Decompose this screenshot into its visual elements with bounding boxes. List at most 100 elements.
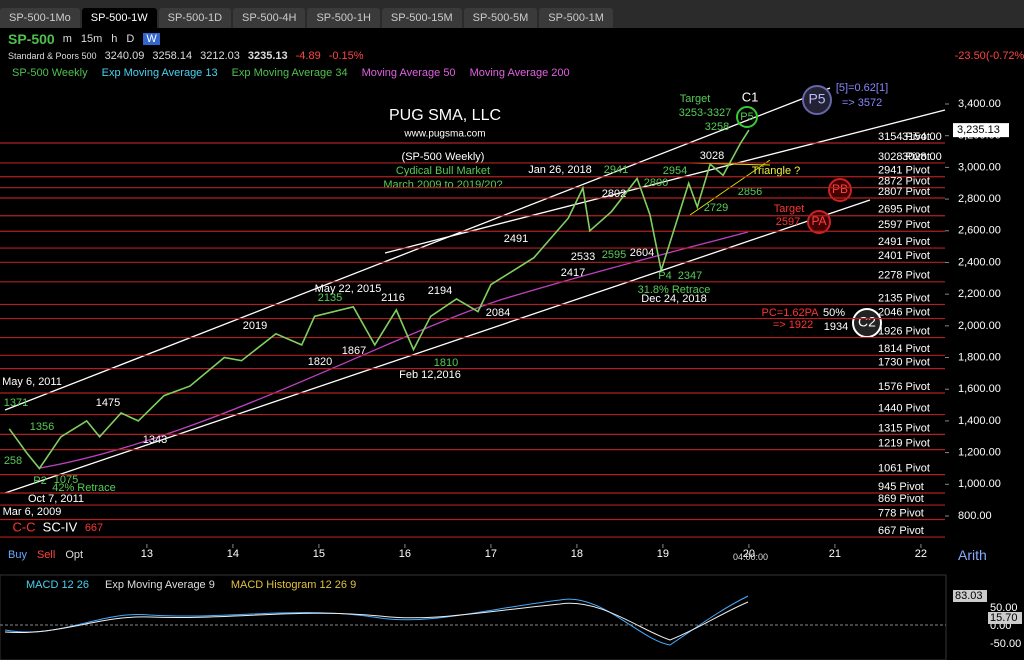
tab[interactable]: SP-500-1Mo <box>0 8 80 28</box>
pivot-label: 2046 Pivot <box>878 306 930 318</box>
annotation: 3028 <box>700 150 724 162</box>
annotation: PUG SMA, LLC <box>389 107 501 124</box>
interval[interactable]: D <box>126 33 135 45</box>
symbol[interactable]: SP-500 <box>8 31 55 47</box>
macd-legend-item[interactable]: MACD Histogram 12 26 9 <box>230 579 357 591</box>
pivot-label: 1926 Pivot <box>878 325 930 337</box>
channel-upper <box>4 87 831 411</box>
macd-box <box>953 590 987 602</box>
low: 3212.03 <box>200 50 240 62</box>
macd-box <box>988 612 1022 624</box>
annotation: C2 <box>858 314 876 330</box>
tab[interactable]: SP-500-4H <box>233 8 306 28</box>
change: -4.89 <box>295 50 321 62</box>
legend-item[interactable]: Moving Average 50 <box>361 67 456 79</box>
y-tick-label: 1,200.00 <box>958 447 1001 459</box>
annotation: P4 <box>658 270 671 282</box>
red-level-label: 3028.00 <box>902 151 942 163</box>
annotation: 1867 <box>342 345 366 357</box>
quote-row: Standard & Poors 500 3240.09 3258.14 321… <box>0 49 1024 63</box>
last-price-label: 3,235.13 <box>957 124 1000 136</box>
pivot-label: 2941 Pivot <box>878 165 930 177</box>
annotation: Triangle ? <box>752 165 801 177</box>
x-tick-label: 18 <box>571 548 583 560</box>
pivot-label: 3154 Pivot <box>878 131 930 143</box>
annotation: 2595 <box>602 249 626 261</box>
tab[interactable]: SP-500-1D <box>158 8 232 28</box>
y-tick-label: 1,800.00 <box>958 351 1001 363</box>
y-tick-label: 2,200.00 <box>958 288 1001 300</box>
y-tick-label: 800.00 <box>958 510 992 522</box>
interval[interactable]: 15m <box>80 33 103 45</box>
tab[interactable]: SP-500-1W <box>81 8 157 28</box>
legend-item[interactable]: Exp Moving Average 13 <box>101 67 218 79</box>
annotation: 1475 <box>96 397 120 409</box>
channel-lower <box>4 199 871 494</box>
annotation: 2729 <box>704 202 728 214</box>
annotation: 1820 <box>308 356 332 368</box>
annotation: 2135 <box>318 292 342 304</box>
annotation: 2194 <box>428 285 452 297</box>
pivot-label: 1730 Pivot <box>878 357 930 369</box>
macd-value: 83.03 <box>955 590 983 602</box>
pivot-label: 2597 Pivot <box>878 219 930 231</box>
legend-item[interactable]: SP-500 Weekly <box>12 67 88 79</box>
x-tick-label: 21 <box>829 548 841 560</box>
annotation: C-C <box>12 519 35 534</box>
annotation: Dec 24, 2018 <box>641 293 706 305</box>
annotation: 667 <box>85 522 103 534</box>
tab[interactable]: SP-500-15M <box>381 8 462 28</box>
interval[interactable]: W <box>143 33 160 45</box>
buy[interactable]: Buy <box>8 549 27 561</box>
toolbar: SP-500 m 15m h D W <box>0 30 1024 48</box>
right-change: -23.50 <box>954 50 986 62</box>
tab[interactable]: SP-500-5M <box>463 8 538 28</box>
annotation: P5 <box>808 91 825 107</box>
legend-item[interactable]: Exp Moving Average 34 <box>231 67 348 79</box>
last-price-box <box>953 123 1009 138</box>
annotation: 50% <box>823 307 845 319</box>
annotation: 2604 <box>630 247 654 259</box>
annotation: Mar 6, 2009 <box>3 506 62 518</box>
annotation: 2533 <box>571 251 595 263</box>
annotation: => 1922 <box>773 319 813 331</box>
opt[interactable]: Opt <box>65 549 84 561</box>
annotation: 1810 <box>434 357 458 369</box>
macd-line <box>4 595 749 646</box>
annotation: Cydical Bull Market <box>396 165 490 177</box>
pivot-label: 2872 Pivot <box>878 176 930 188</box>
interval[interactable]: m <box>62 33 72 45</box>
annotation: 3253-3327 <box>679 107 732 119</box>
tab[interactable]: SP-500-1M <box>539 8 613 28</box>
annotation: 3258 <box>705 121 729 133</box>
annotation: (SP-500 Weekly) <box>402 151 485 163</box>
red-level-label: 3154.00 <box>902 131 942 143</box>
annotation: 2084 <box>486 307 510 319</box>
legend-item[interactable]: Moving Average 200 <box>469 67 570 79</box>
trade-row: Buy Sell Opt 04:00:00 Arith <box>0 547 1024 563</box>
macd-legend-item[interactable]: MACD 12 26 <box>26 579 89 591</box>
pivot-label: 2278 Pivot <box>878 270 930 282</box>
circle-pa <box>807 210 831 234</box>
pivot-label: 1440 Pivot <box>878 402 930 414</box>
annotation: 2417 <box>561 267 585 279</box>
sell[interactable]: Sell <box>36 549 56 561</box>
annotation: May 22, 2015 <box>315 283 382 295</box>
x-tick-label: 22 <box>915 548 927 560</box>
circle-pb <box>828 178 852 202</box>
open: 3240.09 <box>104 50 145 62</box>
annotation: 2491 <box>504 233 528 245</box>
annotation: PA <box>811 214 826 228</box>
annotation: PB <box>832 182 848 196</box>
x-tick-label: 15 <box>313 548 325 560</box>
interval[interactable]: h <box>111 33 118 45</box>
tab[interactable]: SP-500-1H <box>307 8 380 28</box>
x-tick-label: 14 <box>227 548 239 560</box>
scale[interactable]: Arith <box>958 547 987 563</box>
annotation: Oct 7, 2011 <box>28 493 84 505</box>
annotation: 2941 <box>604 164 628 176</box>
price-line <box>8 129 750 470</box>
macd-legend-item[interactable]: Exp Moving Average 9 <box>104 579 215 591</box>
